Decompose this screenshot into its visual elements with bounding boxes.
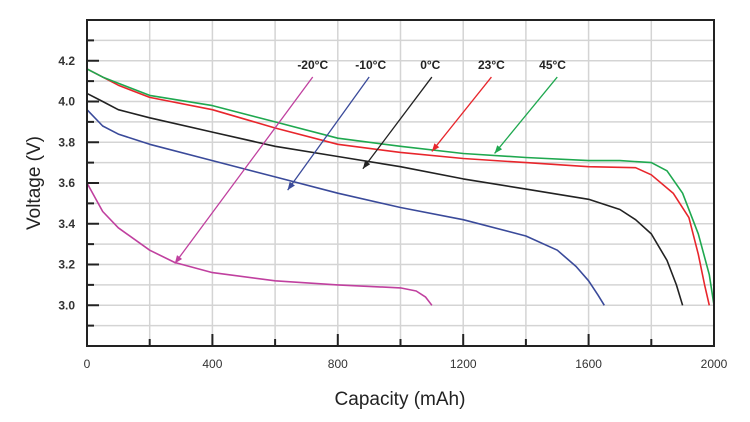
axes: 3.0 3.2 3.4 3.6 3.8 4.0 4.2 0 400 800 1200 1600 2000 — [58, 19, 728, 371]
annotation-label: 45°C — [539, 58, 566, 72]
y-axis-title: Voltage (V) — [24, 136, 45, 230]
annotation-arrowhead — [431, 143, 440, 152]
annotation-label: -10°C — [355, 58, 386, 72]
annotation-arrow-line — [431, 76, 492, 152]
annotation-arrowhead — [287, 181, 295, 191]
x-tick-label: 800 — [328, 357, 348, 371]
annotation-arrow-line — [287, 76, 370, 191]
annotation-label: 0°C — [420, 58, 440, 72]
series-line-3 — [86, 68, 711, 306]
x-tick-label: 1600 — [575, 357, 602, 371]
annotation-arrow-line — [174, 76, 314, 264]
series-layer — [86, 68, 715, 306]
annotation-arrowhead — [494, 145, 503, 154]
annotation-arrow-line — [494, 76, 558, 154]
y-tick-label: 3.8 — [58, 135, 75, 149]
x-tick-label: 400 — [202, 357, 222, 371]
y-tick-label: 4.2 — [58, 54, 75, 68]
series-line-2 — [86, 92, 684, 306]
annotation-label: -20°C — [297, 58, 328, 72]
y-tick-label: 3.4 — [58, 217, 75, 231]
annotation-arrow-line — [362, 76, 433, 170]
x-axis-title: Capacity (mAh) — [335, 389, 466, 410]
x-tick-label: 2000 — [701, 357, 728, 371]
y-tick-label: 4.0 — [58, 95, 75, 109]
annotations: -20°C -10°C 0°C 23°C 45°C — [174, 58, 566, 264]
annotation-arrowhead — [174, 255, 183, 264]
annotation-arrowhead — [362, 160, 371, 169]
x-tick-label: 0 — [84, 357, 91, 371]
x-tick-label: 1200 — [450, 357, 477, 371]
series-line-1 — [86, 109, 605, 306]
series-line-4 — [86, 68, 715, 306]
series-line-0 — [86, 182, 433, 306]
annotation-label: 23°C — [478, 58, 505, 72]
grid — [87, 20, 714, 346]
y-tick-label: 3.2 — [58, 258, 75, 272]
y-tick-label: 3.6 — [58, 176, 75, 190]
y-tick-label: 3.0 — [58, 298, 75, 312]
